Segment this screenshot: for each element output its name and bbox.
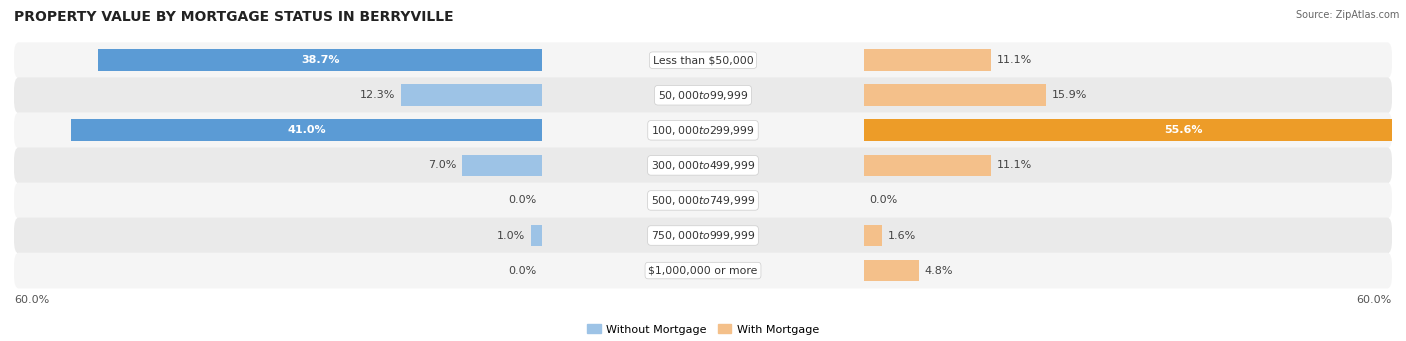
Text: 1.0%: 1.0% <box>496 231 524 240</box>
Text: $50,000 to $99,999: $50,000 to $99,999 <box>658 89 748 102</box>
Text: 11.1%: 11.1% <box>997 160 1032 170</box>
Text: 0.0%: 0.0% <box>508 195 537 205</box>
Bar <box>401 84 543 106</box>
Bar <box>98 49 543 71</box>
FancyBboxPatch shape <box>14 113 1392 148</box>
Text: Less than $50,000: Less than $50,000 <box>652 55 754 65</box>
FancyBboxPatch shape <box>14 182 1392 218</box>
Text: $1,000,000 or more: $1,000,000 or more <box>648 266 758 276</box>
FancyBboxPatch shape <box>14 77 1392 113</box>
Text: 60.0%: 60.0% <box>14 295 49 305</box>
Text: $500,000 to $749,999: $500,000 to $749,999 <box>651 194 755 207</box>
Text: PROPERTY VALUE BY MORTGAGE STATUS IN BERRYVILLE: PROPERTY VALUE BY MORTGAGE STATUS IN BER… <box>14 10 454 24</box>
Text: $100,000 to $299,999: $100,000 to $299,999 <box>651 124 755 137</box>
Text: 11.1%: 11.1% <box>997 55 1032 65</box>
FancyBboxPatch shape <box>14 218 1392 253</box>
Bar <box>863 119 1406 141</box>
Text: 7.0%: 7.0% <box>427 160 456 170</box>
Text: $750,000 to $999,999: $750,000 to $999,999 <box>651 229 755 242</box>
Text: 1.6%: 1.6% <box>887 231 917 240</box>
FancyBboxPatch shape <box>14 148 1392 183</box>
Text: 38.7%: 38.7% <box>301 55 339 65</box>
Text: 4.8%: 4.8% <box>925 266 953 276</box>
Text: 0.0%: 0.0% <box>508 266 537 276</box>
Text: $300,000 to $499,999: $300,000 to $499,999 <box>651 159 755 172</box>
Text: 60.0%: 60.0% <box>1357 295 1392 305</box>
Text: Source: ZipAtlas.com: Source: ZipAtlas.com <box>1295 10 1399 20</box>
Text: 12.3%: 12.3% <box>360 90 395 100</box>
Legend: Without Mortgage, With Mortgage: Without Mortgage, With Mortgage <box>582 320 824 339</box>
Bar <box>530 225 543 247</box>
Bar <box>863 154 991 176</box>
FancyBboxPatch shape <box>14 253 1392 288</box>
Bar <box>863 49 991 71</box>
Bar <box>863 84 1046 106</box>
Text: 41.0%: 41.0% <box>288 125 326 135</box>
FancyBboxPatch shape <box>14 42 1392 78</box>
Bar <box>461 154 543 176</box>
Bar <box>863 260 920 281</box>
Bar <box>72 119 543 141</box>
Text: 55.6%: 55.6% <box>1164 125 1202 135</box>
Text: 0.0%: 0.0% <box>869 195 898 205</box>
Bar <box>863 225 882 247</box>
Text: 15.9%: 15.9% <box>1052 90 1087 100</box>
